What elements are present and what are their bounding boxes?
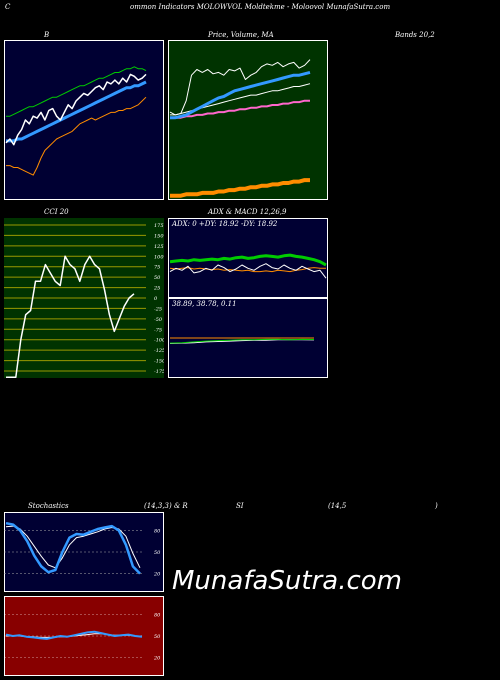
macd-panel: 38.89, 38.78, 0.11	[168, 298, 328, 378]
cci-tick-label: 175	[154, 223, 164, 229]
adx-panel: ADX: 0 +DY: 18.92 -DY: 18.92	[168, 218, 328, 298]
macd-chart	[168, 298, 328, 378]
lower-band-line	[6, 96, 147, 176]
cci-tick-label: -50	[154, 317, 163, 323]
stochastics-chart: 80 50 20	[4, 512, 164, 592]
cci-chart: 175 150 125 100 75 50 25 0 -25 -50 -75 -100 -125 -150…	[4, 218, 164, 378]
stoch-title: Stochastics	[28, 502, 69, 510]
adx-chart	[168, 218, 328, 298]
minus-di-line	[169, 267, 326, 273]
cci-tick-label: 25	[153, 286, 160, 292]
stoch-params: (14,3,3) & R	[144, 502, 188, 510]
stoch-tick-label: 50	[154, 550, 161, 556]
price-line	[5, 73, 147, 146]
cci-title: CCI 20	[44, 208, 69, 216]
cci-line	[6, 255, 135, 378]
rsi-line	[5, 630, 143, 640]
macd-values: 38.89, 38.78, 0.11	[172, 300, 237, 308]
rsi-tick-label: 80	[154, 612, 161, 618]
rsi-chart: 80 50 20	[4, 596, 164, 676]
cci-tick-label: -25	[154, 306, 162, 312]
stoch-k-line	[5, 521, 141, 575]
stoch-si: SI	[236, 502, 244, 510]
adx-values: ADX: 0 +DY: 18.92 -DY: 18.92	[172, 220, 278, 228]
macd-line	[169, 338, 315, 344]
plus-di-line	[169, 253, 327, 267]
cci-tick-label: 0	[154, 296, 158, 302]
cci-tick-label: -125	[154, 348, 164, 354]
price-line	[169, 59, 311, 116]
header-left: C	[5, 3, 11, 11]
upper-band-line	[6, 66, 147, 117]
watermark: MunafaSutra.com	[172, 566, 403, 596]
cci-tick-label: -175	[154, 369, 164, 375]
cci-tick-label: 150	[154, 233, 164, 239]
rsi-tick-label: 50	[154, 634, 161, 640]
ma-pink-line	[170, 99, 310, 119]
stoch-close-paren: )	[435, 502, 438, 510]
cci-tick-label: -75	[154, 327, 162, 333]
cci-tick-label: -100	[154, 338, 164, 344]
stoch-tick-label: 20	[153, 572, 161, 578]
cci-tick-label: 50	[154, 275, 161, 281]
cci-tick-label: 100	[154, 254, 164, 260]
cci-tick-label: -150	[154, 359, 164, 365]
ma-orange-line	[170, 178, 310, 198]
bbands-panel	[4, 40, 164, 200]
adx-macd-title: ADX & MACD 12,26,9	[208, 208, 287, 216]
panel-background	[4, 40, 164, 200]
bbands-title: B	[44, 31, 50, 39]
price-ma-chart	[168, 40, 328, 200]
price-ma-title: Price, Volume, MA	[208, 31, 274, 39]
cci-tick-label: 125	[154, 244, 164, 250]
rsi-panel: 80 50 20	[4, 596, 164, 676]
header-title: ommon Indicators MOLOWVOL Moldtekme - Mo…	[130, 3, 391, 11]
bbands-chart	[4, 40, 164, 200]
ma-blue-line	[170, 70, 311, 120]
cci-panel: 175 150 125 100 75 50 25 0 -25 -50 -75 -100 -125 -150…	[4, 218, 164, 378]
adx-line	[169, 263, 327, 279]
panel-background	[168, 40, 328, 200]
stoch-panel: 80 50 20	[4, 512, 164, 592]
stoch-rsi-params: (14,5	[328, 502, 347, 510]
price-ma-panel	[168, 40, 328, 200]
stoch-tick-label: 80	[154, 528, 161, 534]
bands-right-title: Bands 20,2	[395, 31, 435, 39]
middle-band-line	[6, 80, 147, 143]
cci-tick-label: 75	[154, 265, 160, 271]
rsi-tick-label: 20	[153, 656, 161, 662]
